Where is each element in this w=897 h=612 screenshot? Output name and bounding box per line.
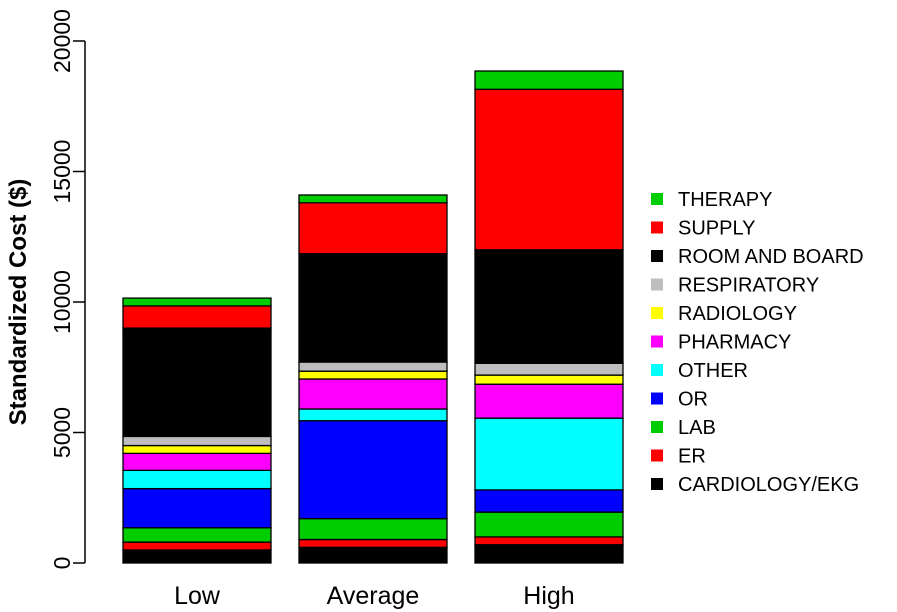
- legend-swatch: [651, 278, 663, 291]
- bar-segment-er: [474, 536, 624, 546]
- bar-segment-room-and-board: [474, 249, 624, 364]
- bar-segment-room-and-board: [122, 327, 272, 438]
- legend-swatch: [651, 307, 663, 319]
- y-tick-label: 20000: [49, 9, 75, 73]
- bar-segment-room-and-board: [298, 253, 448, 363]
- y-tick-label: 15000: [49, 140, 75, 204]
- bar-segment-pharmacy: [122, 452, 272, 471]
- legend-label: OR: [678, 389, 708, 411]
- bar-segment-lab: [474, 511, 624, 538]
- bar-segment-respiratory: [122, 435, 272, 447]
- bar-segment-therapy: [298, 194, 448, 204]
- bar-segment-cardiology-ekg: [122, 549, 272, 564]
- legend: THERAPY SUPPLY ROOM AND BOARD RESPIRATORY RA…: [651, 189, 864, 496]
- bar-segment-cardiology-ekg: [298, 546, 448, 564]
- legend-label: LAB: [678, 417, 716, 439]
- bar-segment-er: [298, 538, 448, 548]
- y-axis-label: Standardized Cost ($): [5, 179, 32, 426]
- bar-segment-or: [298, 420, 448, 520]
- bar-segment-supply: [298, 202, 448, 255]
- bar-segment-therapy: [122, 297, 272, 307]
- x-tick-label: Low: [174, 582, 221, 610]
- legend-label: RESPIRATORY: [678, 275, 819, 297]
- legend-swatch: [651, 421, 663, 433]
- bar-segment-pharmacy: [298, 378, 448, 410]
- bar-segment-er: [122, 541, 272, 551]
- bar-stack-low: [122, 297, 272, 564]
- y-tick-label: 5000: [49, 407, 75, 458]
- y-tick-label: 0: [49, 557, 75, 570]
- bar-segment-therapy: [474, 70, 624, 90]
- bar-stack-average: [298, 194, 448, 564]
- legend-label: ER: [678, 446, 706, 468]
- y-tick-label: 10000: [49, 270, 75, 334]
- bar-stack-high: [474, 70, 624, 564]
- legend-label: PHARMACY: [678, 332, 791, 354]
- bar-segment-radiology: [298, 370, 448, 380]
- legend-label: ROOM AND BOARD: [678, 246, 864, 268]
- legend-swatch: [651, 392, 663, 405]
- legend-swatch: [651, 250, 663, 262]
- legend-label: RADIOLOGY: [678, 303, 797, 325]
- legend-swatch: [651, 221, 663, 234]
- bar-segment-other: [474, 417, 624, 491]
- bar-segment-supply: [474, 88, 624, 251]
- y-axis: 0 5000 10000 15000 20000: [49, 9, 86, 570]
- bar-segment-other: [298, 408, 448, 422]
- bar-segment-or: [474, 489, 624, 513]
- legend-label: CARDIOLOGY/EKG: [678, 474, 859, 496]
- bar-segment-respiratory: [298, 361, 448, 372]
- bar-segment-respiratory: [474, 362, 624, 376]
- bar-segment-radiology: [122, 444, 272, 455]
- bar-segment-radiology: [474, 374, 624, 385]
- bar-segment-lab: [122, 527, 272, 543]
- bars: [122, 70, 624, 564]
- legend-swatch: [651, 335, 663, 348]
- bar-segment-supply: [122, 305, 272, 329]
- x-tick-label: Average: [327, 582, 420, 610]
- legend-swatch: [651, 449, 663, 462]
- legend-swatch: [651, 364, 663, 376]
- bar-segment-or: [122, 487, 272, 529]
- bar-segment-lab: [298, 517, 448, 541]
- x-axis-labels: Low Average High: [174, 582, 575, 610]
- bar-segment-pharmacy: [474, 383, 624, 419]
- x-tick-label: High: [523, 582, 574, 610]
- legend-label: SUPPLY: [678, 218, 755, 240]
- bar-segment-other: [122, 469, 272, 490]
- legend-swatch: [651, 478, 663, 490]
- legend-label: OTHER: [678, 360, 748, 382]
- legend-swatch: [651, 193, 663, 205]
- bar-segment-cardiology-ekg: [474, 544, 624, 564]
- legend-label: THERAPY: [678, 189, 772, 211]
